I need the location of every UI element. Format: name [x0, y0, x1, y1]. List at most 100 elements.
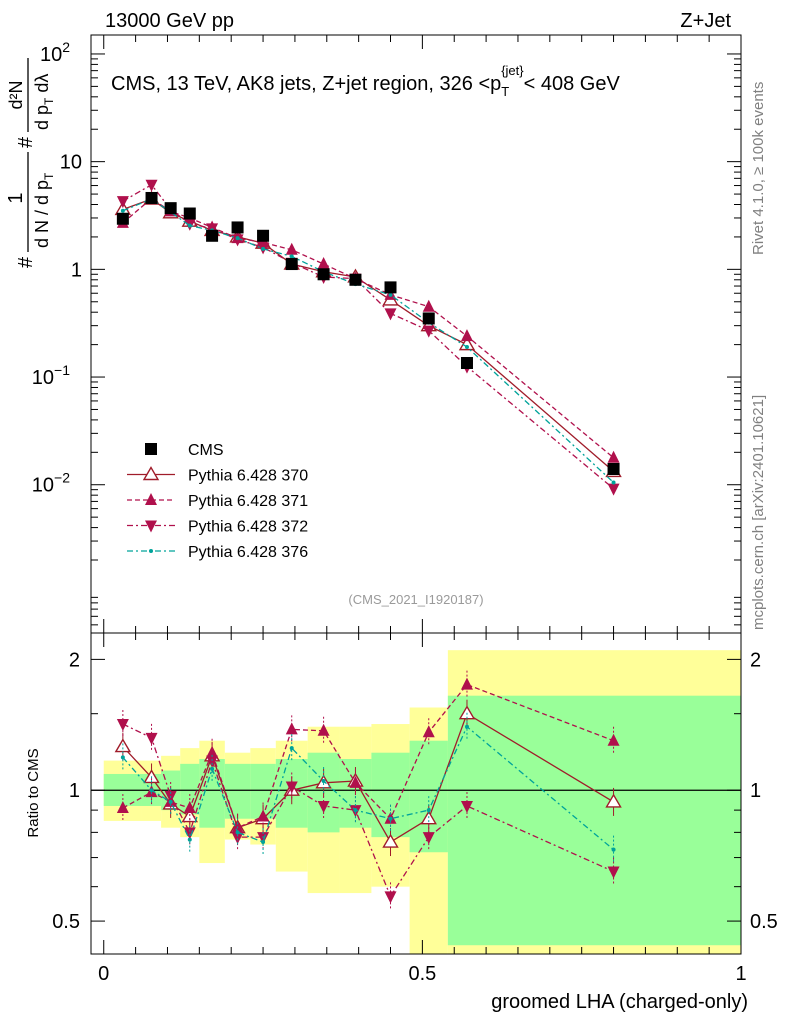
main-point-3: [145, 179, 158, 192]
legend: CMS Pythia 6.428 370 Pythia 6.428 371 Pythi…: [127, 442, 308, 561]
title-sub: T: [501, 84, 509, 99]
ylabel-hash1: #: [15, 256, 37, 268]
ytick-label-1: 10−1: [32, 362, 70, 389]
legend-label-0: CMS: [188, 442, 224, 459]
ylabel-dl: dλ: [32, 74, 52, 98]
main-point-4: [464, 345, 469, 350]
ratio-point-2: [285, 722, 298, 735]
ylabel-d2n: d²N: [6, 80, 26, 109]
legend-label-1: Pythia 6.428 370: [188, 468, 308, 485]
cms-point: [384, 281, 397, 294]
ylabel-dndpt-sub: T: [42, 172, 56, 180]
ratio-ytick-label-0: 0.5: [52, 911, 80, 933]
main-point-4: [388, 292, 393, 297]
ratio-bands: [103, 650, 741, 954]
ratio-point-2: [422, 725, 435, 738]
ratio-point-3: [116, 719, 129, 732]
ratio-frame: [90, 632, 742, 955]
main-point-4: [261, 246, 266, 251]
ratio-point-4: [235, 830, 240, 835]
main-line-4: [122, 198, 614, 483]
main-point-4: [235, 236, 240, 241]
ratio-point-1: [382, 833, 399, 848]
main-point-4: [120, 208, 125, 213]
main-point-2: [317, 257, 330, 270]
main-point-3: [607, 483, 620, 496]
ytick-exp: −2: [54, 470, 70, 486]
ytick-label-0: 10−2: [32, 470, 70, 497]
mcplots-label: mcplots.cern.ch [arXiv:2401.10621]: [750, 395, 767, 630]
ylabel-dpt-main: d p: [32, 105, 52, 130]
ratio-point-4: [149, 788, 154, 793]
main-point-1: [458, 336, 476, 351]
ytick-exp: −1: [54, 362, 70, 378]
main-point-2: [422, 299, 435, 312]
main-point-2: [460, 329, 473, 342]
ylabel-one: 1: [5, 192, 27, 203]
ratio-point-2: [257, 809, 270, 822]
cms-point: [285, 258, 298, 271]
ratio-ylabel: Ratio to CMS: [25, 748, 42, 837]
ratio-point-2: [183, 801, 196, 814]
ratio-line-3: [122, 723, 614, 898]
ytick-base: 10: [32, 367, 54, 389]
main-point-4: [611, 480, 616, 485]
main-line-1: [122, 198, 614, 472]
band-green-12: [447, 695, 741, 946]
ratio-point-4: [321, 779, 326, 784]
cms-point: [206, 229, 219, 242]
header-left: 13000 GeV pp: [105, 10, 234, 32]
ratio-point-3: [422, 832, 435, 845]
ratio-point-4: [168, 799, 173, 804]
cms-point: [231, 221, 244, 234]
legend-label-4: Pythia 6.428 376: [188, 544, 308, 561]
legend-marker-3: [145, 520, 157, 533]
cms-point: [257, 229, 270, 242]
ratio-point-3: [231, 832, 244, 845]
ratio-point-3: [607, 866, 620, 879]
legend-label-3: Pythia 6.428 372: [188, 519, 308, 536]
ratio-point-3: [257, 832, 270, 845]
main-point-3: [116, 196, 129, 209]
band-green-10: [371, 752, 410, 838]
cms-point: [145, 191, 158, 204]
ytick-label-4: 102: [40, 39, 70, 66]
ratio-ytick-label-2: 2: [69, 649, 80, 671]
plot-title: CMS, 13 TeV, AK8 jets, Z+jet region, 326…: [111, 63, 620, 99]
rivet-label: Rivet 4.1.0, ≥ 100k events: [750, 82, 767, 255]
ratio-point-4: [120, 755, 125, 760]
ratio-ytick-label-r-0: 0.5: [750, 911, 778, 933]
ytick-base: 10: [32, 475, 54, 497]
xtick-label-0: 0: [98, 963, 109, 985]
ratio-point-4: [187, 837, 192, 842]
xlabel: groomed LHA (charged-only): [491, 991, 748, 1013]
main-ylabel: # 1 d N / d pT # d²N d pT dλ: [5, 58, 56, 268]
main-point-4: [289, 254, 294, 259]
main-series: [114, 179, 622, 496]
analysis-watermark: (CMS_2021_I1920187): [348, 592, 483, 607]
ratio-point-2: [116, 801, 129, 814]
ratio-point-2: [460, 677, 473, 690]
legend-marker-1: [142, 466, 160, 481]
cms-point: [164, 202, 177, 215]
ratio-point-1: [605, 793, 622, 808]
ratio-line-4: [122, 725, 614, 851]
cms-point: [349, 273, 362, 286]
xtick-label-1: 0.5: [408, 963, 436, 985]
ratio-point-4: [611, 847, 616, 852]
title-pre: CMS, 13 TeV, AK8 jets, Z+jet region, 326…: [111, 73, 501, 95]
ytick-label-2: 1: [71, 259, 82, 281]
main-point-2: [607, 450, 620, 463]
cms-point: [460, 357, 473, 370]
ratio-point-2: [317, 723, 330, 736]
ratio-point-3: [206, 755, 219, 768]
ytick-base: 10: [40, 44, 62, 66]
title-post: < 408 GeV: [524, 73, 621, 95]
cms-point: [183, 207, 196, 220]
ratio-point-4: [261, 840, 266, 845]
main-point-3: [422, 325, 435, 338]
ratio-point-2: [607, 733, 620, 746]
xtick-label-2: 1: [735, 963, 746, 985]
legend-marker-0: [145, 443, 157, 455]
